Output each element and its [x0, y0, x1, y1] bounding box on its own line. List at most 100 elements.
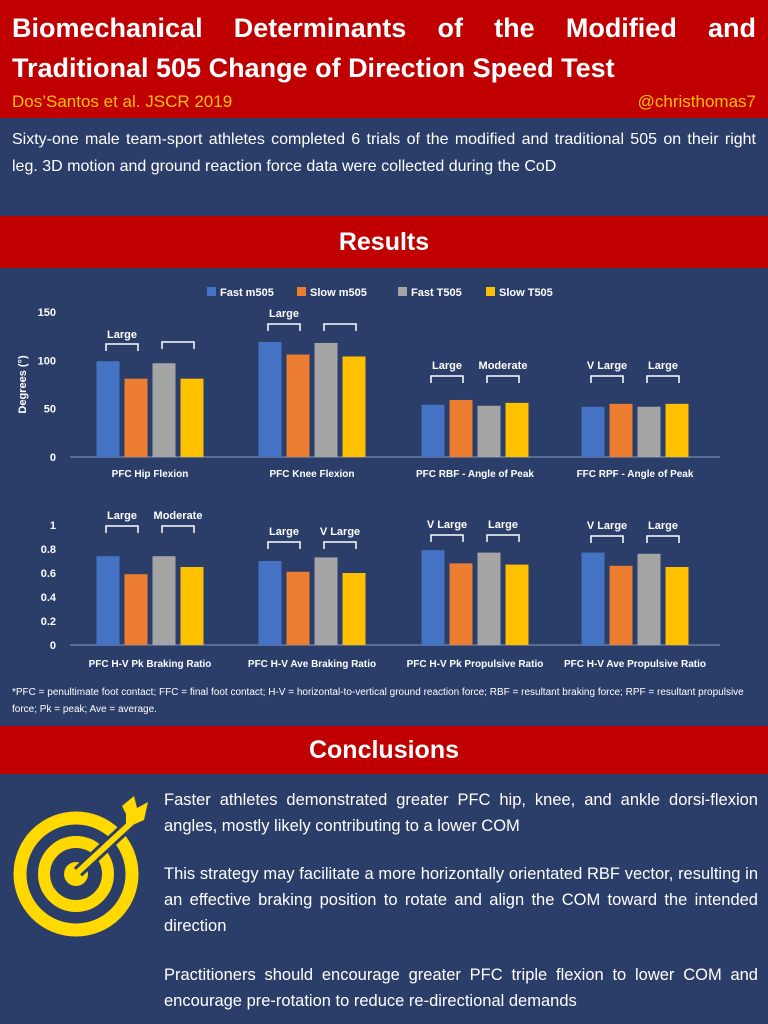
effect-size-label: V Large — [587, 520, 627, 532]
bar — [665, 567, 689, 645]
effect-size-label: Large — [432, 360, 462, 372]
bar — [477, 552, 501, 645]
significance-bracket — [105, 525, 139, 533]
effect-size-label: V Large — [587, 360, 627, 372]
charts-svg: Fast m505 Slow m505 Fast T505 Slow T505 0 50 1… — [17, 287, 720, 670]
significance-bracket — [590, 535, 624, 543]
category-label: PFC Knee Flexion — [269, 469, 354, 480]
significance-bracket — [430, 375, 464, 383]
y-tick-label: 1 — [50, 520, 56, 532]
significance-bracket — [323, 541, 357, 549]
significance-bracket — [646, 375, 680, 383]
significance-bracket — [161, 341, 195, 349]
twitter-handle: @christhomas7 — [637, 92, 756, 111]
bar — [421, 404, 445, 457]
bar — [665, 403, 689, 457]
y-tick-label: 0.6 — [41, 568, 56, 580]
significance-bracket — [323, 323, 357, 331]
conclusion-1: Faster athletes demonstrated greater PFC… — [164, 791, 758, 835]
effect-size-label: V Large — [320, 526, 360, 538]
bar — [96, 556, 120, 645]
effect-size-label: Large — [648, 520, 678, 532]
bar — [96, 361, 120, 457]
category-label: PFC RBF - Angle of Peak — [416, 469, 534, 480]
category-label: PFC H-V Ave Propulsive Ratio — [564, 659, 706, 670]
y-tick-label: 0.4 — [41, 592, 57, 604]
footnote: *PFC = penultimate foot contact; FFC = f… — [12, 687, 744, 715]
bar — [342, 573, 366, 645]
effect-size-label: Moderate — [479, 360, 528, 372]
category-label: FFC RPF - Angle of Peak — [577, 469, 694, 480]
title-line-1: Biomechanical Determinants of the Modifi… — [12, 13, 756, 43]
bar — [180, 378, 204, 457]
significance-bracket — [430, 534, 464, 542]
bar — [152, 556, 176, 645]
bar — [286, 354, 310, 457]
legend-label: Slow T505 — [499, 287, 553, 299]
bar — [609, 565, 633, 645]
y-tick-label: 0.8 — [41, 544, 56, 556]
bar — [314, 342, 338, 457]
significance-bracket — [161, 525, 195, 533]
bar — [124, 574, 148, 645]
legend-label: Fast m505 — [220, 287, 274, 299]
bar — [152, 363, 176, 457]
significance-bracket — [267, 541, 301, 549]
effect-size-label: Moderate — [154, 510, 203, 522]
bar — [124, 378, 148, 457]
bar — [286, 571, 310, 645]
bar — [421, 550, 445, 645]
bar — [477, 405, 501, 457]
bar — [258, 561, 282, 645]
legend-label: Fast T505 — [411, 287, 462, 299]
results-charts: Fast m505 Slow m505 Fast T505 Slow T505 0 50 1… — [0, 272, 768, 675]
effect-size-label: V Large — [427, 519, 467, 531]
effect-size-label: Large — [107, 329, 137, 341]
bar — [505, 402, 529, 457]
bar — [505, 564, 529, 645]
bar — [581, 552, 605, 645]
effect-size-label: Large — [648, 360, 678, 372]
category-label: PFC H-V Pk Braking Ratio — [89, 659, 212, 670]
bar — [449, 399, 473, 457]
category-label: PFC H-V Ave Braking Ratio — [248, 659, 376, 670]
significance-bracket — [646, 535, 680, 543]
y-tick-label: 0 — [50, 452, 56, 464]
results-heading: Results — [0, 216, 768, 268]
effect-size-label: Large — [488, 519, 518, 531]
effect-size-label: Large — [269, 308, 299, 320]
bar — [637, 406, 661, 457]
effect-size-label: Large — [269, 526, 299, 538]
significance-bracket — [486, 534, 520, 542]
effect-size-label: Large — [107, 510, 137, 522]
legend-swatch — [297, 287, 306, 296]
bar — [314, 557, 338, 645]
y-tick-label: 0.2 — [41, 616, 56, 628]
conclusion-3: Practitioners should encourage greater P… — [164, 966, 758, 1010]
category-label: PFC Hip Flexion — [112, 469, 189, 480]
header-banner: Biomechanical Determinants of the Modifi… — [0, 0, 768, 118]
bar — [342, 356, 366, 457]
intro-text: Sixty-one male team-sport athletes compl… — [12, 131, 756, 175]
bar — [258, 341, 282, 457]
bar — [180, 567, 204, 645]
conclusion-2: This strategy may facilitate a more hori… — [164, 865, 758, 935]
y-tick-label: 0 — [50, 640, 56, 652]
y-tick-label: 50 — [44, 404, 56, 416]
y-tick-label: 150 — [38, 307, 56, 319]
category-label: PFC H-V Pk Propulsive Ratio — [407, 659, 544, 670]
title-line-2: Traditional 505 Change of Direction Spee… — [12, 53, 615, 83]
bar — [581, 406, 605, 457]
bar — [609, 403, 633, 457]
legend-swatch — [207, 287, 216, 296]
y-axis-label: Degrees (°) — [17, 355, 29, 414]
legend-swatch — [486, 287, 495, 296]
conclusions-heading: Conclusions — [0, 726, 768, 774]
target-icon — [8, 792, 158, 942]
significance-bracket — [105, 343, 139, 351]
significance-bracket — [590, 375, 624, 383]
significance-bracket — [486, 375, 520, 383]
legend-label: Slow m505 — [310, 287, 367, 299]
bar — [449, 563, 473, 645]
significance-bracket — [267, 323, 301, 331]
